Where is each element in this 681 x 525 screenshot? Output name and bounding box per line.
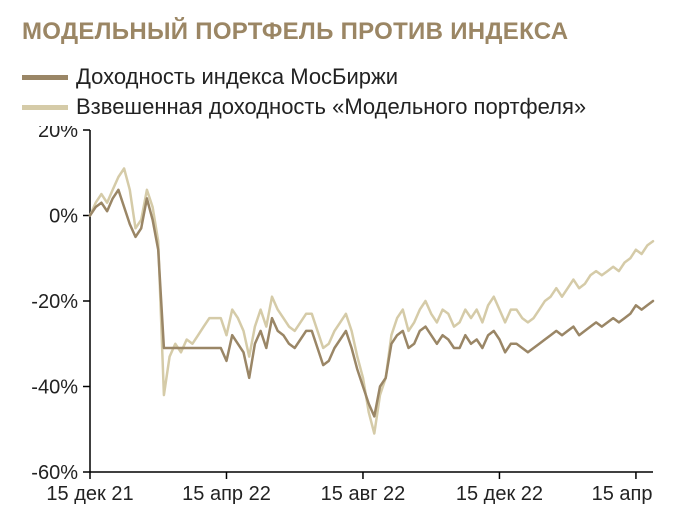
svg-text:15 авг 22: 15 авг 22	[321, 483, 406, 505]
svg-text:-40%: -40%	[31, 377, 78, 399]
legend: Доходность индекса МосБиржи Взвешенная д…	[22, 64, 659, 120]
chart-svg: 20% 0% -20% -40% -60%15 дек 21 15 апр 22 15 ав…	[22, 126, 659, 506]
svg-text:15 дек 22: 15 дек 22	[456, 483, 543, 505]
svg-text:15 дек 21: 15 дек 21	[46, 483, 133, 505]
svg-text:0%: 0%	[49, 206, 78, 228]
legend-swatch-a	[22, 75, 68, 80]
chart-title: МОДЕЛЬНЫЙ ПОРТФЕЛЬ ПРОТИВ ИНДЕКСА	[22, 18, 659, 46]
svg-text:20%: 20%	[38, 126, 78, 142]
legend-item-series-b: Взвешенная доходность «Модельного портфе…	[22, 94, 659, 120]
legend-label-a: Доходность индекса МосБиржи	[76, 64, 398, 90]
chart-plot: 20% 0% -20% -40% -60%15 дек 21 15 апр 22 15 ав…	[22, 126, 659, 506]
legend-swatch-b	[22, 105, 68, 110]
svg-text:15 апр 23: 15 апр 23	[592, 483, 659, 505]
chart-container: МОДЕЛЬНЫЙ ПОРТФЕЛЬ ПРОТИВ ИНДЕКСА Доходн…	[0, 0, 681, 525]
legend-label-b: Взвешенная доходность «Модельного портфе…	[76, 94, 586, 120]
svg-text:-60%: -60%	[31, 462, 78, 484]
legend-item-series-a: Доходность индекса МосБиржи	[22, 64, 659, 90]
svg-text:-20%: -20%	[31, 291, 78, 313]
svg-text:15 апр 22: 15 апр 22	[182, 483, 271, 505]
